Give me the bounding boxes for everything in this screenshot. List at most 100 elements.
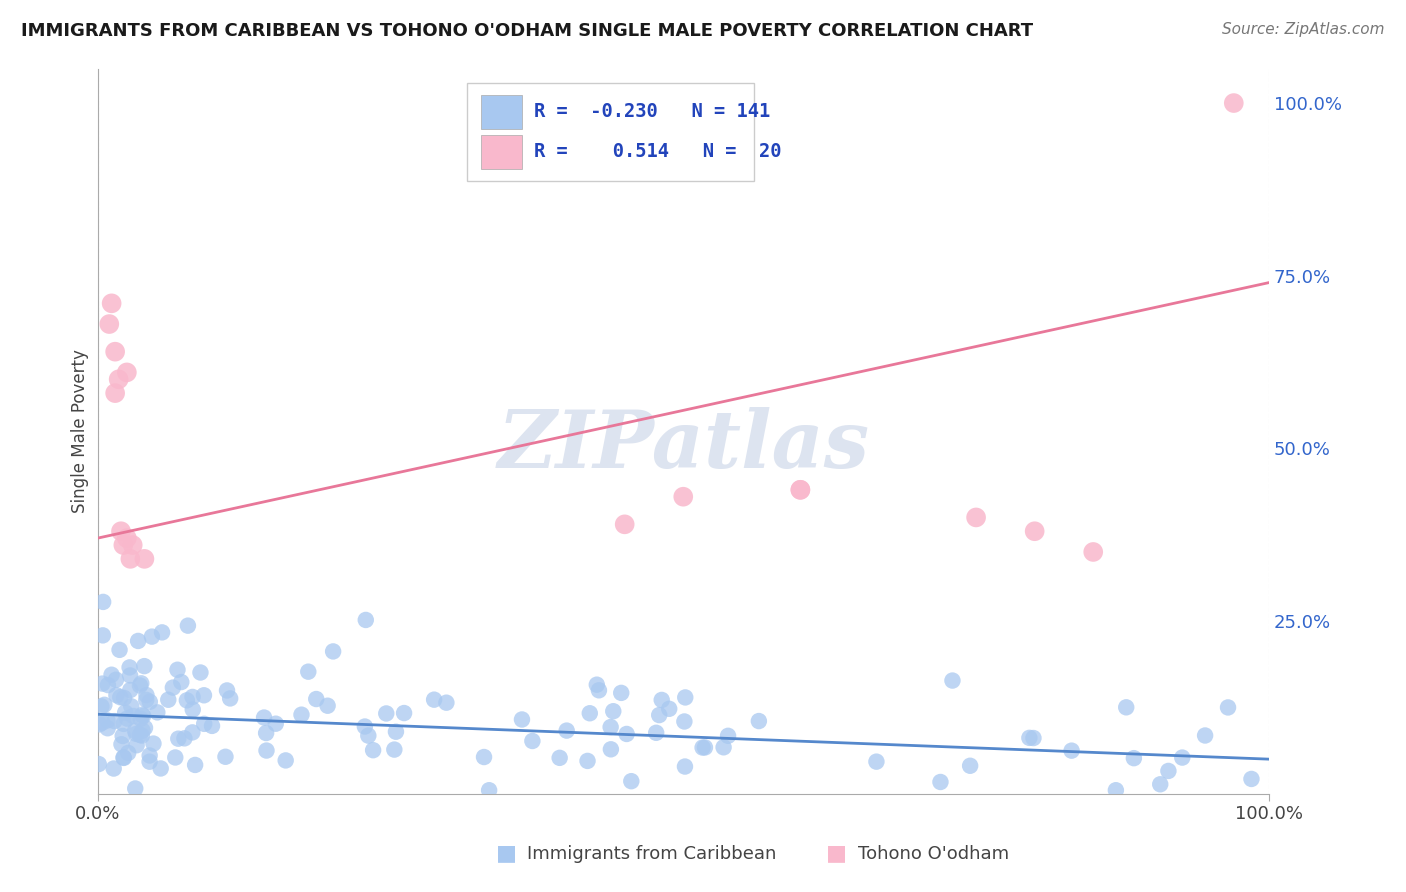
Point [117, 746, 139, 760]
Point [1024, 524, 1046, 539]
Point [90, 699, 112, 714]
Text: IMMIGRANTS FROM CARIBBEAN VS TOHONO O'ODHAM SINGLE MALE POVERTY CORRELATION CHAR: IMMIGRANTS FROM CARIBBEAN VS TOHONO O'OD… [21, 22, 1033, 40]
Point [214, 749, 236, 764]
Point [89, 717, 111, 731]
Text: Immigrants from Caribbean: Immigrants from Caribbean [527, 846, 776, 863]
Point [166, 663, 188, 677]
Point [264, 716, 287, 731]
Point [138, 748, 160, 763]
Point [129, 676, 152, 690]
Point [112, 690, 135, 705]
Point [673, 714, 696, 729]
Point [181, 725, 204, 739]
Point [91, 628, 114, 642]
Point [1083, 545, 1105, 559]
FancyBboxPatch shape [467, 83, 754, 181]
Point [134, 659, 156, 673]
Point [713, 740, 735, 755]
Text: ■: ■ [496, 844, 516, 863]
Point [354, 719, 377, 733]
Point [139, 695, 162, 709]
Point [190, 665, 212, 680]
Point [219, 691, 242, 706]
Point [104, 386, 127, 401]
Point [131, 729, 153, 743]
Point [578, 706, 600, 721]
Point [423, 692, 446, 706]
Point [134, 552, 156, 566]
Point [297, 665, 319, 679]
Point [103, 714, 125, 728]
Point [316, 698, 339, 713]
Point [672, 490, 695, 504]
Text: R =    0.514   N =  20: R = 0.514 N = 20 [534, 143, 782, 161]
Point [616, 727, 638, 741]
Point [548, 751, 571, 765]
Point [112, 750, 135, 764]
Point [112, 717, 135, 731]
Point [129, 712, 152, 726]
Point [658, 702, 681, 716]
Point [110, 737, 132, 751]
Point [176, 693, 198, 707]
Point [472, 750, 495, 764]
Point [121, 538, 143, 552]
Point [1122, 751, 1144, 765]
Point [111, 729, 134, 743]
Point [375, 706, 398, 721]
Point [97, 721, 120, 735]
Point [162, 681, 184, 695]
Point [146, 706, 169, 720]
FancyBboxPatch shape [481, 95, 522, 128]
Point [149, 761, 172, 775]
Point [167, 731, 190, 746]
Point [382, 742, 405, 756]
Point [1216, 700, 1239, 714]
Point [789, 483, 811, 497]
Point [98, 317, 121, 331]
Point [1240, 772, 1263, 786]
Point [1105, 783, 1128, 797]
Point [576, 754, 599, 768]
Point [865, 755, 887, 769]
Point [254, 726, 277, 740]
Point [93, 698, 115, 712]
Point [104, 344, 127, 359]
Point [602, 704, 624, 718]
Point [124, 781, 146, 796]
Point [478, 783, 501, 797]
Point [1022, 731, 1045, 745]
Point [651, 693, 673, 707]
Point [1194, 729, 1216, 743]
Point [555, 723, 578, 738]
Point [613, 517, 636, 532]
Point [135, 688, 157, 702]
Point [929, 775, 952, 789]
Point [585, 678, 607, 692]
Text: ZIPatlas: ZIPatlas [498, 407, 869, 484]
Point [131, 707, 153, 722]
Point [124, 723, 146, 738]
Point [1018, 731, 1040, 745]
Point [141, 630, 163, 644]
Point [127, 634, 149, 648]
Point [173, 731, 195, 746]
Point [150, 625, 173, 640]
Point [104, 673, 127, 687]
Point [274, 753, 297, 767]
Point [599, 742, 621, 756]
Point [392, 706, 415, 720]
Point [1060, 744, 1083, 758]
Point [170, 675, 193, 690]
Point [135, 693, 157, 707]
Point [510, 713, 533, 727]
Point [522, 734, 544, 748]
Point [131, 723, 153, 738]
Point [132, 709, 155, 723]
Point [100, 667, 122, 681]
Point [91, 676, 114, 690]
Point [177, 618, 200, 632]
Text: Source: ZipAtlas.com: Source: ZipAtlas.com [1222, 22, 1385, 37]
Point [184, 758, 207, 772]
Point [125, 727, 148, 741]
